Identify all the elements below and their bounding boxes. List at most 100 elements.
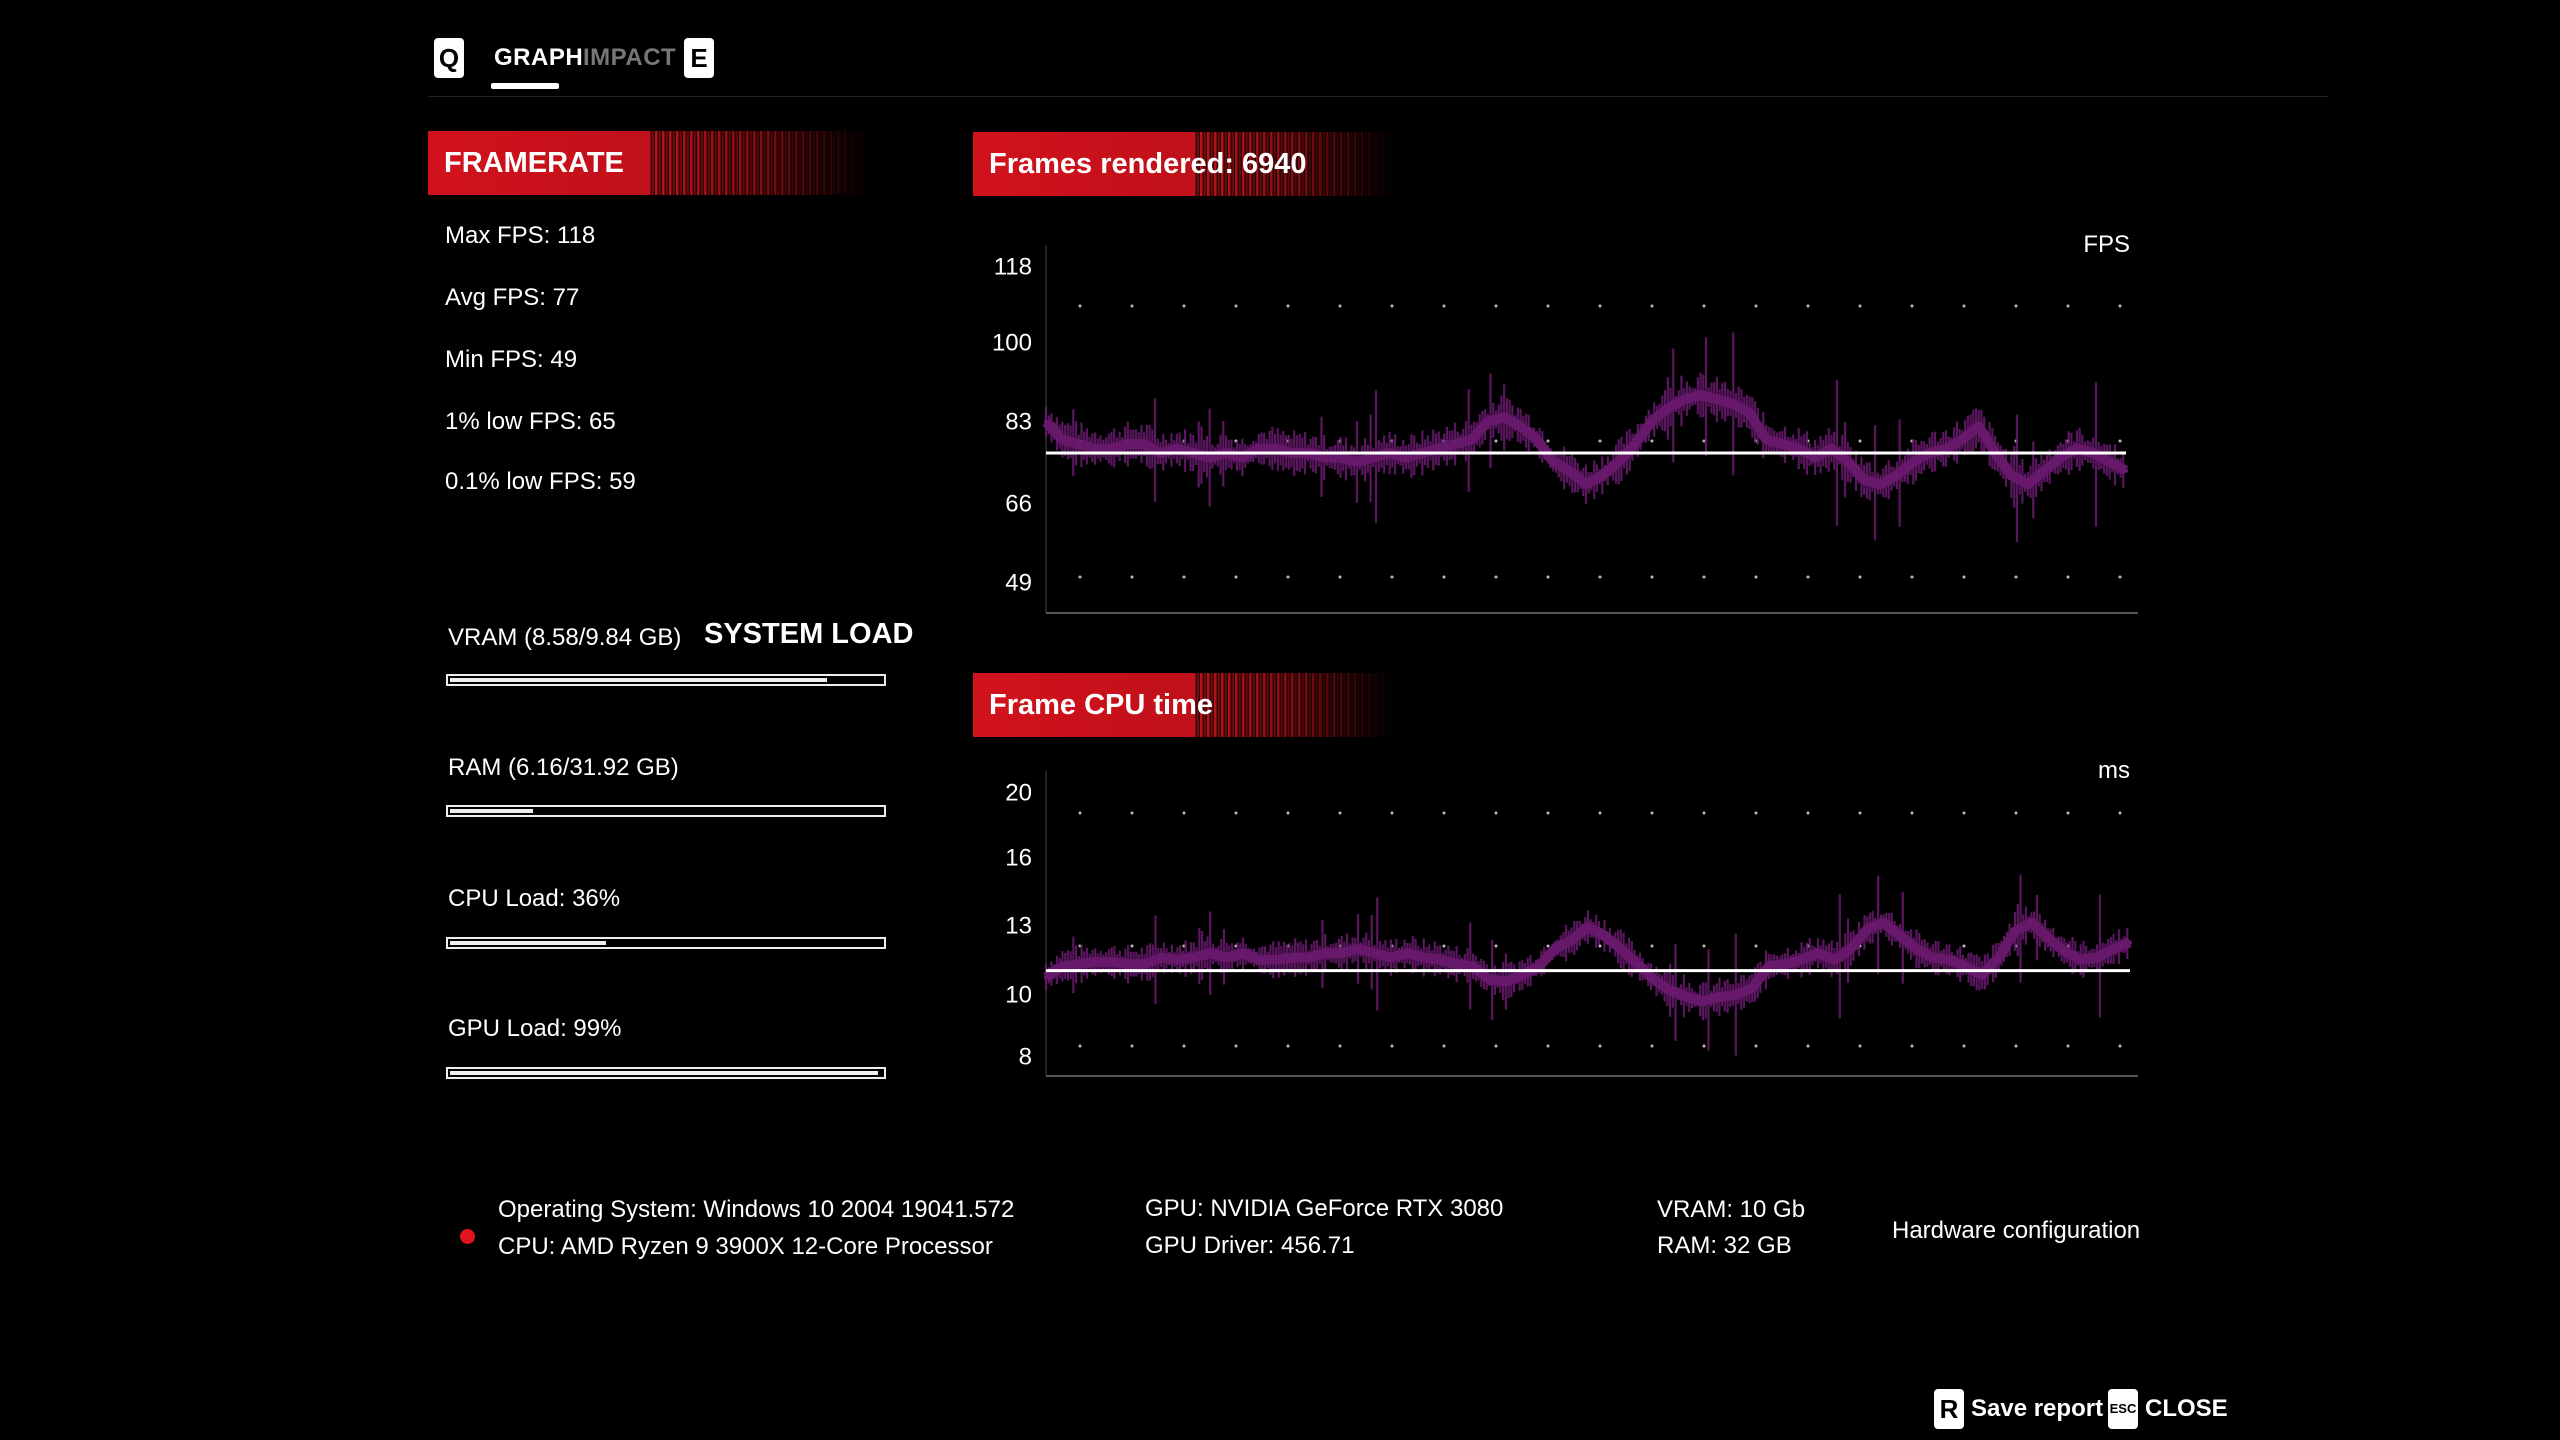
series-point xyxy=(1633,442,1638,447)
series-point xyxy=(1832,957,1837,962)
series-point xyxy=(1076,442,1081,447)
series-point xyxy=(1485,419,1490,424)
series-point xyxy=(1323,951,1328,956)
series-point xyxy=(1602,933,1607,938)
series-point xyxy=(1093,959,1098,964)
series-point xyxy=(1862,477,1867,482)
series-point xyxy=(1980,973,1985,978)
series-point xyxy=(1996,955,2001,960)
gpu-load-label: GPU Load: 99% xyxy=(448,1015,622,1042)
series-point xyxy=(1502,415,1507,420)
save-report-button[interactable]: Save report xyxy=(1971,1395,2104,1422)
grid-dot xyxy=(1806,304,1810,308)
cpu-load-label: CPU Load: 36% xyxy=(448,885,621,912)
series-point xyxy=(1044,975,1048,980)
close-button[interactable]: CLOSE xyxy=(2145,1395,2228,1422)
y-tick-label: 118 xyxy=(994,253,1032,280)
series-point xyxy=(2029,920,2034,925)
grid-dot xyxy=(1182,1044,1186,1048)
series-point xyxy=(1453,442,1458,447)
gpu-load-bar xyxy=(446,1067,886,1079)
grid-dot xyxy=(1598,1044,1602,1048)
series-point xyxy=(1930,955,1935,960)
series-point xyxy=(1224,955,1229,960)
close-key[interactable]: ESC xyxy=(2108,1389,2138,1429)
series-point xyxy=(1109,446,1114,451)
grid-dot xyxy=(1546,439,1550,443)
series-point xyxy=(2013,929,2018,934)
grid-dot xyxy=(1806,575,1810,579)
series-point xyxy=(1356,946,1361,951)
grid-dot xyxy=(1650,304,1654,308)
series-point xyxy=(1273,957,1278,962)
series-point xyxy=(1848,946,1853,951)
grid-dot xyxy=(1962,1044,1966,1048)
grid-dot xyxy=(1234,575,1238,579)
series-point xyxy=(1567,468,1572,473)
grid-dot xyxy=(1234,811,1238,815)
series-point xyxy=(1191,955,1196,960)
series-point xyxy=(1060,437,1065,442)
grid-dot xyxy=(2066,1044,2070,1048)
min-fps: Min FPS: 49 xyxy=(445,346,578,373)
series-point xyxy=(1894,473,1899,478)
series-point xyxy=(1731,401,1736,406)
series-point xyxy=(1536,964,1541,969)
grid-dot xyxy=(1182,575,1186,579)
series-point xyxy=(1766,964,1771,969)
unit-label: FPS xyxy=(2083,231,2130,258)
grid-dot xyxy=(1130,1044,1134,1048)
save-report-key[interactable]: R xyxy=(1934,1389,1964,1429)
series-point xyxy=(1783,962,1788,967)
grid-dot xyxy=(1442,944,1446,948)
cpu-time-chart: 20 16 13 10 8 ms xyxy=(1005,760,2138,1077)
series-point xyxy=(2078,957,2083,962)
series-point xyxy=(1060,964,1065,969)
one-percent-low-fps: 1% low FPS: 65 xyxy=(445,408,616,435)
series-point xyxy=(1338,455,1343,460)
tab-impact[interactable]: IMPACT xyxy=(583,44,677,71)
series-point xyxy=(1551,459,1556,464)
series-point xyxy=(1698,392,1703,397)
grid-dot xyxy=(2066,811,2070,815)
grid-dot xyxy=(1390,1044,1394,1048)
y-tick-label: 66 xyxy=(1005,490,1032,517)
grid-dot xyxy=(1390,811,1394,815)
point-one-percent-low-fps: 0.1% low FPS: 59 xyxy=(445,468,636,495)
series-point xyxy=(1600,473,1605,478)
series-point xyxy=(1553,946,1558,951)
grid-dot xyxy=(2014,811,2018,815)
grid-dot xyxy=(1546,944,1550,948)
series-point xyxy=(2074,446,2079,451)
grid-dot xyxy=(2066,575,2070,579)
grid-dot xyxy=(1286,811,1290,815)
series-point xyxy=(1684,994,1689,999)
grid-dot xyxy=(1702,1044,1706,1048)
series-point xyxy=(2025,482,2030,487)
grid-dot xyxy=(1494,1044,1498,1048)
grid-dot xyxy=(1234,1044,1238,1048)
unit-label: ms xyxy=(2098,760,2130,784)
os-info: Operating System: Windows 10 2004 19041.… xyxy=(498,1196,1015,1223)
series-point xyxy=(1469,437,1474,442)
gpu-driver-info: GPU Driver: 456.71 xyxy=(1145,1232,1355,1259)
grid-dot xyxy=(1078,304,1082,308)
grid-dot xyxy=(1390,575,1394,579)
tab-graph[interactable]: GRAPH xyxy=(494,44,584,71)
tab-graph-underline xyxy=(491,83,559,89)
grid-dot xyxy=(2118,575,2122,579)
next-tab-key[interactable]: E xyxy=(684,38,714,78)
series-point xyxy=(1616,459,1621,464)
load-bar-fill xyxy=(450,941,606,945)
grid-dot xyxy=(1338,304,1342,308)
grid-dot xyxy=(1858,439,1862,443)
grid-dot xyxy=(1494,439,1498,443)
grid-dot xyxy=(1442,811,1446,815)
grid-dot xyxy=(1390,304,1394,308)
prev-tab-key[interactable]: Q xyxy=(434,38,464,78)
series-point xyxy=(1044,419,1048,424)
series-point xyxy=(1405,951,1410,956)
load-bar-fill xyxy=(450,1071,878,1075)
series-point xyxy=(1142,962,1147,967)
series-point xyxy=(2058,455,2063,460)
